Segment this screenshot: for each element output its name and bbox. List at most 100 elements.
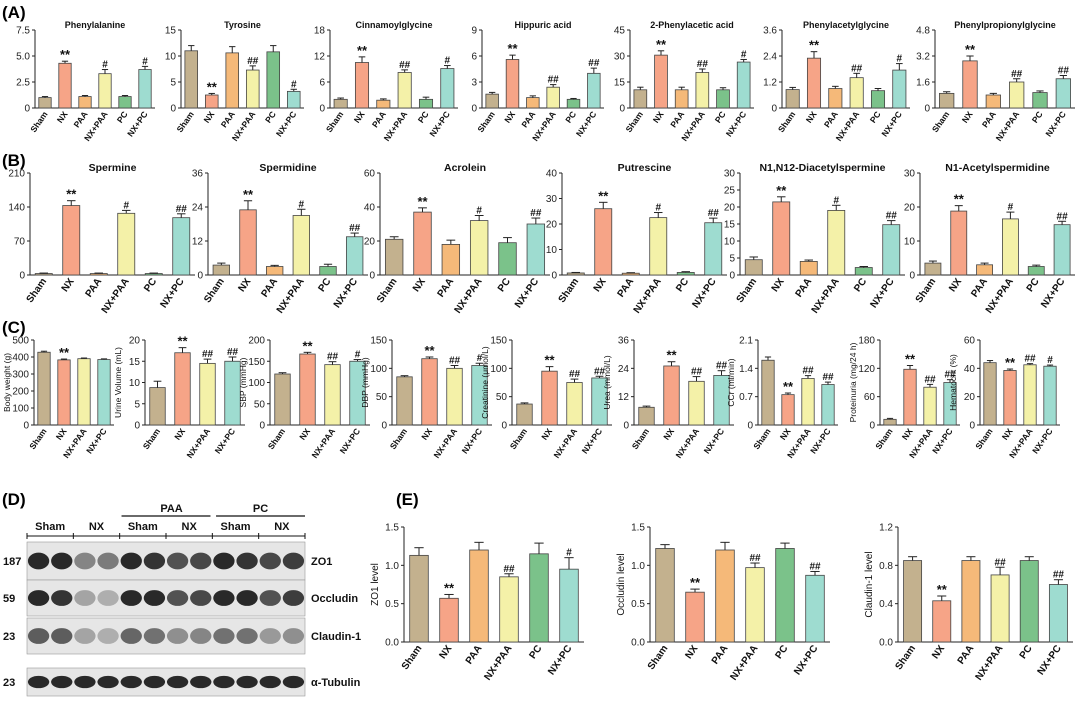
molecular-weight-label: 187 bbox=[3, 556, 21, 568]
bar bbox=[529, 553, 549, 643]
significance-mark: ## bbox=[227, 347, 239, 358]
bar bbox=[516, 403, 533, 426]
x-tick-label: PAA bbox=[956, 643, 977, 666]
significance-mark: ## bbox=[548, 75, 560, 86]
x-tick-label: NX+PC bbox=[84, 426, 109, 455]
bar bbox=[985, 94, 1001, 109]
significance-mark: ** bbox=[690, 575, 701, 590]
x-tick-label: NX+PC bbox=[868, 276, 896, 310]
blot-band bbox=[97, 552, 119, 570]
bar bbox=[499, 576, 519, 643]
x-tick-label: NX bbox=[900, 426, 915, 442]
chart-title: N1-Acetylspermidine bbox=[945, 162, 1050, 174]
y-tick-label: 10 bbox=[129, 378, 141, 389]
x-tick-label: NX bbox=[297, 426, 312, 442]
bar bbox=[37, 351, 51, 426]
x-tick-label: NX+PC bbox=[1043, 109, 1068, 138]
bar bbox=[587, 72, 601, 109]
x-tick-label: PC bbox=[1018, 643, 1035, 661]
blot-band bbox=[282, 675, 305, 689]
significance-mark: ## bbox=[530, 208, 542, 219]
y-tick-label: 40 bbox=[964, 364, 976, 375]
bar bbox=[854, 267, 873, 276]
x-tick-label: Sham bbox=[751, 426, 773, 451]
blot-band bbox=[143, 675, 166, 689]
x-tick-label: NX bbox=[55, 109, 70, 125]
y-tick-label: 1.4 bbox=[739, 364, 753, 375]
bar bbox=[498, 242, 517, 276]
y-tick-label: 36 bbox=[618, 336, 630, 347]
blot-band bbox=[27, 590, 50, 606]
x-tick-label: PAA bbox=[464, 643, 485, 666]
x-tick-label: PC bbox=[1030, 109, 1045, 124]
y-tick-label: 15 bbox=[129, 357, 141, 368]
y-tick-label: 4.8 bbox=[916, 26, 930, 37]
blot-band bbox=[213, 552, 235, 570]
blot-band bbox=[166, 590, 189, 606]
y-axis-label: Claudin-1 level bbox=[864, 551, 875, 617]
x-tick-label: NX bbox=[352, 109, 367, 125]
y-axis-label: Urine Volume (mL) bbox=[113, 347, 123, 418]
x-tick-label: PC bbox=[115, 109, 130, 124]
y-tick-label: 0 bbox=[501, 421, 507, 432]
x-tick-label: Sham bbox=[400, 643, 425, 672]
blot-band bbox=[166, 628, 189, 644]
blot-strip bbox=[26, 617, 306, 655]
significance-mark: ** bbox=[60, 47, 71, 62]
bar bbox=[903, 368, 917, 426]
y-tick-label: 0 bbox=[771, 104, 777, 115]
significance-mark: ## bbox=[202, 349, 214, 360]
y-tick-label: 0.5 bbox=[631, 599, 645, 610]
bar bbox=[1009, 81, 1025, 109]
chart-title: Tyrosine bbox=[224, 20, 261, 30]
bar bbox=[566, 382, 583, 426]
y-tick-label: 60 bbox=[964, 336, 976, 347]
significance-mark: # bbox=[102, 60, 108, 71]
x-tick-label: Sham bbox=[973, 426, 995, 451]
bar bbox=[990, 574, 1010, 643]
x-tick-label: PAA bbox=[436, 276, 457, 299]
x-tick-label: Sham bbox=[375, 276, 400, 305]
significance-mark: # bbox=[655, 203, 661, 214]
blot-band bbox=[143, 590, 166, 606]
x-tick-label: Sham bbox=[25, 276, 50, 305]
bar bbox=[924, 262, 942, 276]
x-tick-label: NX bbox=[770, 276, 787, 294]
significance-mark: ** bbox=[965, 42, 976, 57]
significance-mark: ## bbox=[749, 553, 761, 564]
y-tick-label: 15 bbox=[724, 220, 736, 231]
y-axis-label: Occludin level bbox=[616, 553, 627, 615]
group-label-paa: PAA bbox=[160, 503, 182, 515]
bar bbox=[98, 73, 112, 109]
blot-band bbox=[27, 675, 50, 689]
blot-band bbox=[190, 590, 212, 606]
x-tick-label: NX+PAA bbox=[453, 276, 485, 315]
bar bbox=[1032, 92, 1048, 109]
bar bbox=[319, 266, 337, 276]
x-tick-label: NX+PAA bbox=[728, 643, 760, 682]
significance-mark: ## bbox=[691, 367, 703, 378]
significance-mark: # bbox=[833, 195, 839, 206]
x-tick-label: NX bbox=[539, 426, 554, 442]
x-tick-label: NX+PC bbox=[690, 276, 718, 310]
bar bbox=[57, 359, 71, 426]
y-tick-label: 36 bbox=[192, 169, 204, 180]
bar bbox=[849, 77, 864, 109]
bar bbox=[685, 591, 705, 643]
y-tick-label: 40 bbox=[546, 169, 558, 180]
y-tick-label: 0.0 bbox=[879, 638, 893, 649]
x-tick-label: NX+PAA bbox=[275, 276, 307, 315]
x-tick-label: PAA bbox=[980, 109, 998, 129]
significance-mark: ## bbox=[1011, 69, 1023, 80]
significance-mark: # bbox=[1047, 355, 1053, 366]
bar bbox=[962, 60, 978, 109]
bar bbox=[828, 88, 843, 109]
bar bbox=[384, 238, 404, 276]
blot-band bbox=[213, 628, 235, 644]
bar bbox=[77, 358, 91, 426]
y-tick-label: 60 bbox=[864, 392, 876, 403]
blot-band bbox=[51, 590, 73, 606]
y-tick-label: 30 bbox=[546, 194, 558, 205]
y-tick-label: 200 bbox=[12, 387, 29, 398]
x-tick-label: NX+PC bbox=[546, 643, 574, 677]
